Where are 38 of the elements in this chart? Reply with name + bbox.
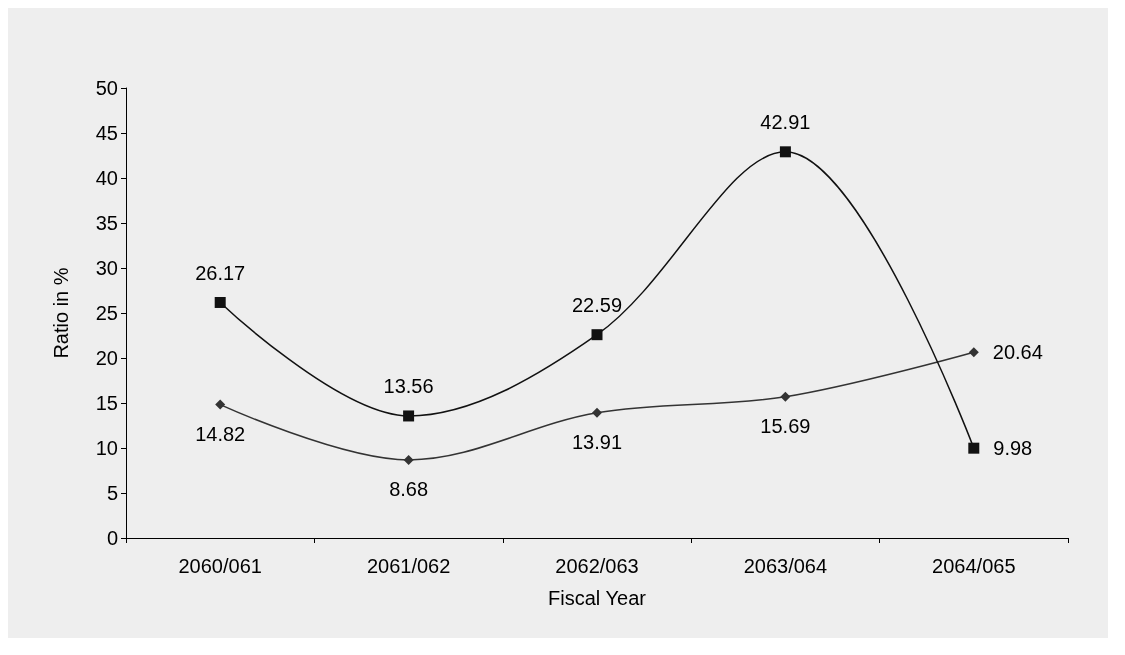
y-tick-label: 15 bbox=[95, 392, 118, 414]
data-label: 8.68 bbox=[389, 477, 429, 500]
point bbox=[214, 296, 226, 308]
y-tick-label: 30 bbox=[95, 257, 118, 279]
point bbox=[215, 399, 226, 410]
point bbox=[403, 410, 415, 422]
point bbox=[780, 391, 791, 402]
data-label: 14.82 bbox=[195, 422, 246, 445]
point bbox=[591, 329, 603, 341]
y-tick-label: 40 bbox=[95, 167, 118, 189]
y-tick-label: 5 bbox=[106, 482, 118, 504]
y-tick-label: 20 bbox=[95, 347, 118, 369]
point bbox=[592, 407, 602, 418]
data-label: 42.91 bbox=[760, 111, 811, 134]
y-tick-label: 35 bbox=[95, 212, 118, 234]
point bbox=[968, 442, 980, 454]
y-tick-label: 45 bbox=[95, 122, 118, 144]
data-label: 22.59 bbox=[571, 294, 623, 317]
x-tick-label: 2064/065 bbox=[932, 555, 1016, 577]
x-tick-label: 2063/064 bbox=[743, 555, 828, 577]
x-tick-label: 2060/061 bbox=[178, 555, 262, 577]
point bbox=[968, 347, 979, 358]
data-label: 9.98 bbox=[993, 437, 1033, 460]
data-label: 13.91 bbox=[571, 430, 623, 453]
data-label: 13.56 bbox=[383, 375, 434, 398]
y-tick-label: 50 bbox=[95, 77, 118, 99]
point bbox=[403, 454, 414, 465]
data-label: 15.69 bbox=[760, 414, 811, 437]
y-tick-label: 10 bbox=[95, 437, 118, 459]
x-tick-label: 2061/062 bbox=[366, 555, 451, 577]
y-tick-label: 0 bbox=[106, 527, 118, 549]
y-axis-title: Ratio in % bbox=[50, 267, 72, 359]
point bbox=[779, 146, 791, 158]
data-label: 20.64 bbox=[992, 341, 1043, 364]
data-label: 26.17 bbox=[195, 261, 246, 284]
y-tick-label: 25 bbox=[95, 302, 118, 324]
x-axis-title: Fiscal Year bbox=[548, 587, 647, 609]
x-tick-label: 2062/063 bbox=[555, 555, 639, 577]
